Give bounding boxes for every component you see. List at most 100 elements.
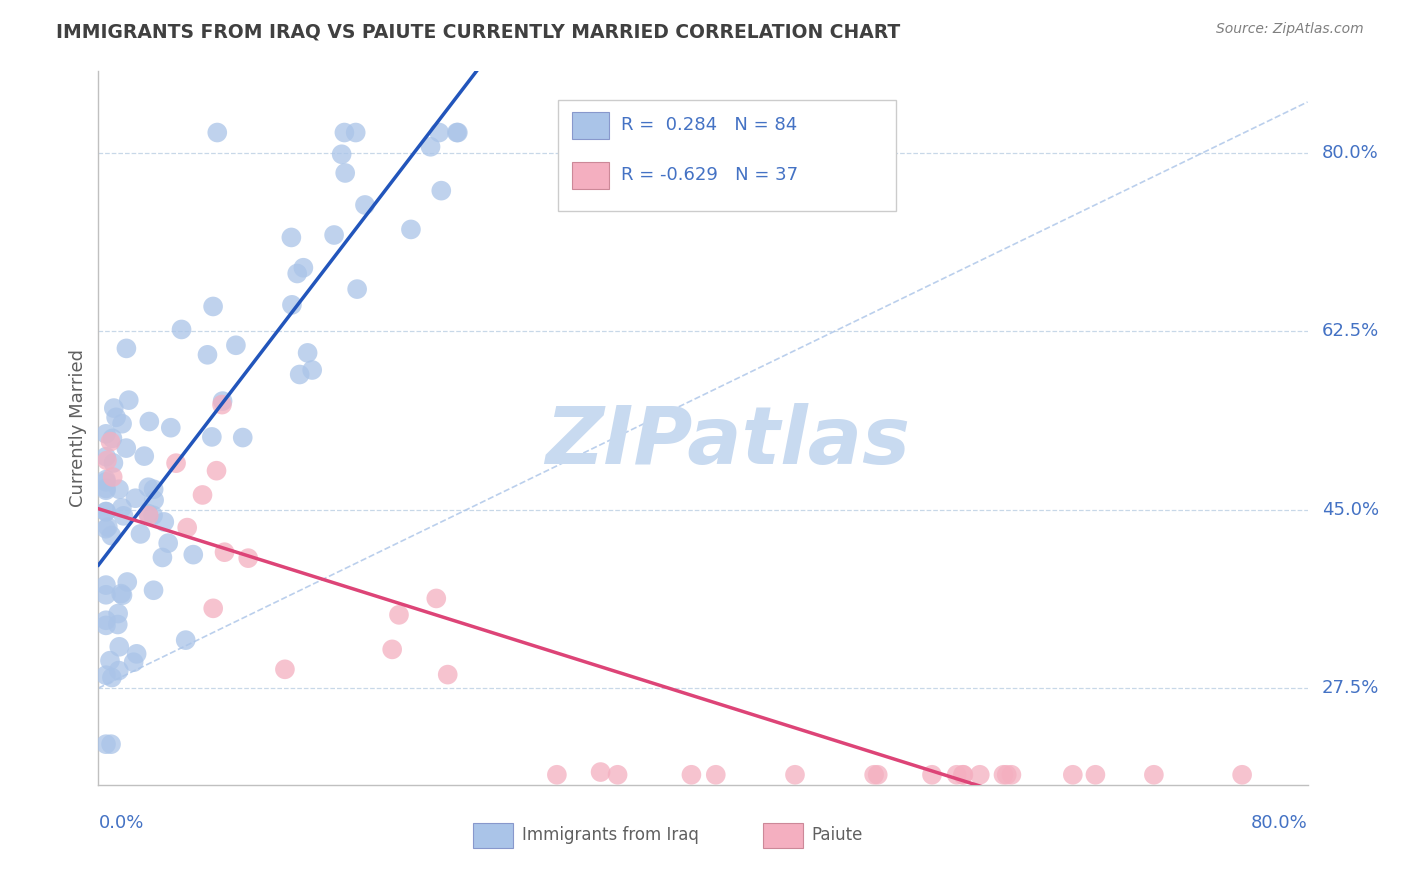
Point [995, 768, 1018, 782]
Text: 80.0%: 80.0% [1251, 814, 1308, 831]
Point [419, 140, 441, 154]
Point [107, 607, 129, 621]
Point [866, 768, 889, 782]
Point [285, 267, 308, 281]
Point [1062, 768, 1084, 782]
Point [100, 737, 122, 751]
Point [202, 601, 225, 615]
Text: R =  0.284   N = 84: R = 0.284 N = 84 [621, 116, 797, 134]
Point [103, 401, 125, 415]
Point [94, 505, 117, 519]
Point [281, 298, 304, 312]
Point [430, 184, 453, 198]
Text: 27.5%: 27.5% [1322, 679, 1379, 698]
Point [94, 668, 117, 682]
Point [1000, 768, 1022, 782]
Point [112, 508, 135, 523]
Point [134, 449, 156, 463]
Point [100, 434, 122, 449]
Text: Paiute: Paiute [811, 826, 863, 844]
Point [165, 456, 187, 470]
Point [232, 431, 254, 445]
Point [546, 768, 568, 782]
Point [94, 618, 117, 632]
Point [945, 768, 967, 782]
Point [129, 527, 152, 541]
Point [427, 126, 450, 140]
Point [107, 664, 129, 678]
Text: 45.0%: 45.0% [1322, 500, 1379, 519]
Point [115, 342, 138, 356]
Point [118, 393, 141, 408]
Bar [763, 823, 803, 847]
Text: ZIPatlas: ZIPatlas [544, 403, 910, 482]
Point [174, 633, 197, 648]
Point [103, 456, 125, 470]
Point [446, 126, 468, 140]
Point [211, 398, 233, 412]
Point [280, 230, 302, 244]
Text: 0.0%: 0.0% [98, 814, 143, 831]
Point [436, 667, 458, 681]
Point [110, 587, 132, 601]
Y-axis label: Currently Married: Currently Married [69, 349, 87, 508]
Point [301, 363, 323, 377]
Point [111, 500, 134, 515]
Point [108, 640, 131, 654]
Point [97, 520, 120, 534]
Point [399, 222, 422, 236]
Point [344, 126, 367, 140]
Point [115, 441, 138, 455]
Point [783, 768, 806, 782]
Point [681, 768, 703, 782]
Point [94, 578, 117, 592]
Point [969, 768, 991, 782]
Point [274, 662, 297, 676]
Point [952, 768, 974, 782]
Point [159, 420, 181, 434]
Point [197, 348, 219, 362]
Point [207, 126, 229, 140]
Point [122, 655, 145, 669]
Point [94, 737, 117, 751]
Point [704, 768, 727, 782]
Point [335, 166, 357, 180]
Point [381, 642, 404, 657]
Point [94, 483, 117, 498]
Point [323, 227, 346, 242]
Point [117, 574, 139, 589]
Point [288, 368, 311, 382]
Text: Source: ZipAtlas.com: Source: ZipAtlas.com [1216, 22, 1364, 37]
Point [101, 671, 124, 685]
Point [94, 522, 117, 536]
Point [157, 536, 180, 550]
Point [333, 126, 356, 140]
Point [105, 410, 128, 425]
Point [205, 464, 228, 478]
Point [101, 470, 124, 484]
Point [153, 515, 176, 529]
Point [191, 488, 214, 502]
Bar [572, 112, 609, 139]
Text: Immigrants from Iraq: Immigrants from Iraq [522, 826, 699, 844]
Point [125, 647, 148, 661]
Point [94, 613, 117, 627]
Text: 80.0%: 80.0% [1322, 144, 1379, 162]
Point [142, 483, 165, 497]
Point [107, 617, 129, 632]
Point [138, 508, 160, 523]
Point [606, 768, 628, 782]
Point [176, 520, 198, 534]
Point [94, 504, 117, 518]
Point [1230, 768, 1253, 782]
Text: R = -0.629   N = 37: R = -0.629 N = 37 [621, 166, 797, 184]
Point [863, 768, 886, 782]
Point [238, 551, 260, 566]
Point [225, 338, 247, 352]
Point [111, 588, 134, 602]
Point [143, 493, 166, 508]
Bar [474, 823, 513, 847]
Point [124, 491, 146, 506]
Point [138, 480, 160, 494]
Point [94, 482, 117, 496]
